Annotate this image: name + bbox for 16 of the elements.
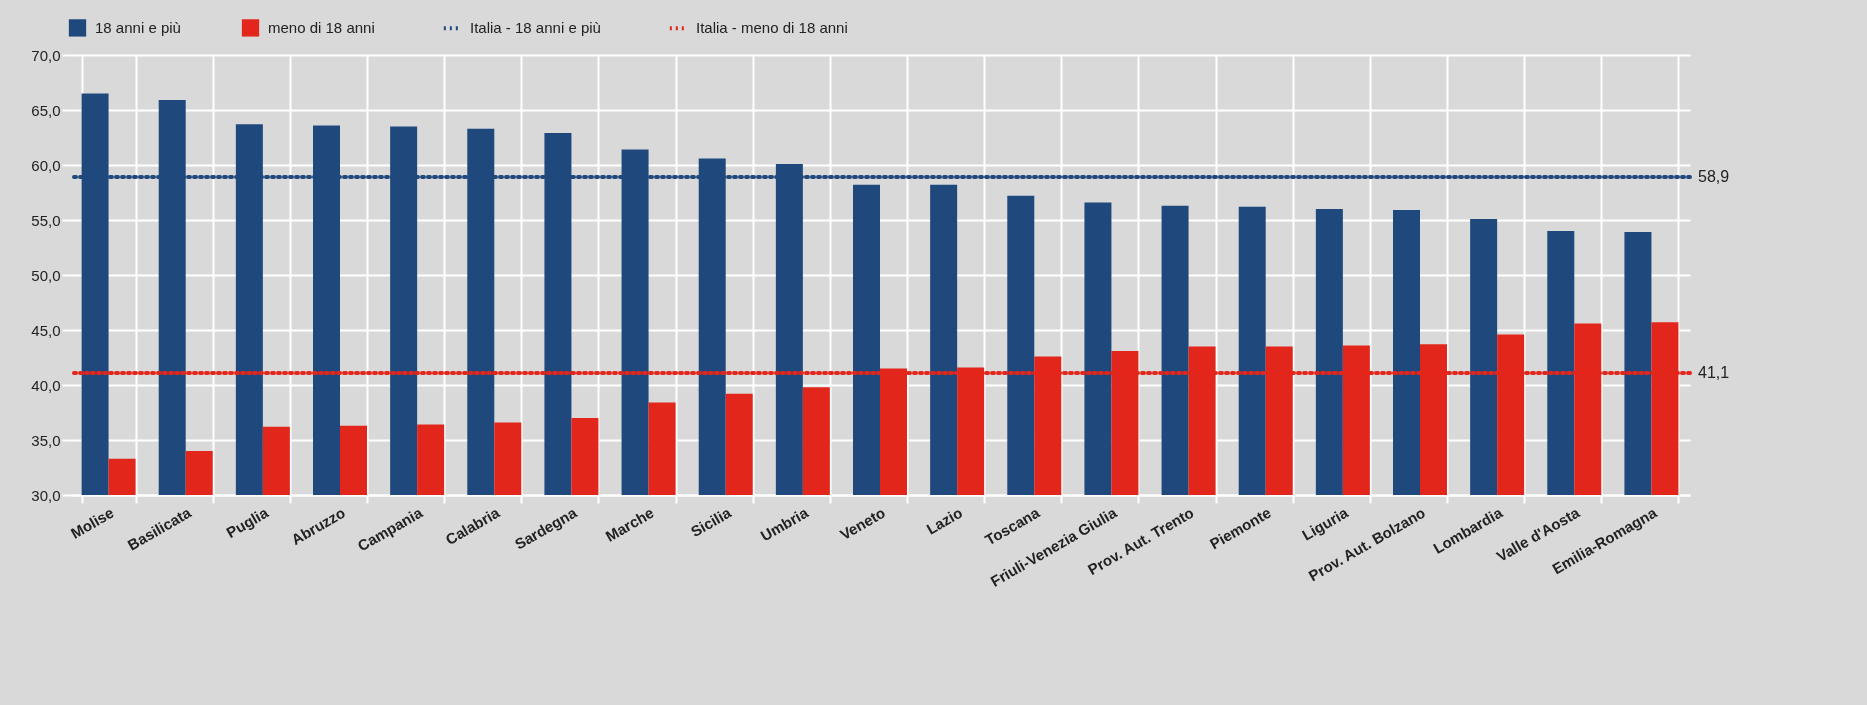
legend-label: meno di 18 anni <box>268 18 375 36</box>
legend-label: 18 anni e più <box>95 18 181 36</box>
y-tick-label: 35,0 <box>31 431 61 449</box>
y-tick-label: 45,0 <box>31 321 61 339</box>
y-tick-label: 55,0 <box>31 211 61 229</box>
y-tick-label: 50,0 <box>31 266 61 284</box>
y-tick-label: 40,0 <box>31 376 61 394</box>
text: 58,9 <box>1698 168 1730 186</box>
y-tick-label: 65,0 <box>31 101 61 119</box>
y-tick-label: 60,0 <box>31 156 61 174</box>
text: 41,1 <box>1698 363 1730 381</box>
x-tick-label: Lazio <box>923 503 966 538</box>
legend-label: Italia - meno di 18 anni <box>696 19 848 37</box>
y-tick-label: 30,0 <box>31 486 61 504</box>
y-tick-label: 70,0 <box>31 46 61 64</box>
legend-label: Italia - 18 anni e più <box>470 19 601 37</box>
